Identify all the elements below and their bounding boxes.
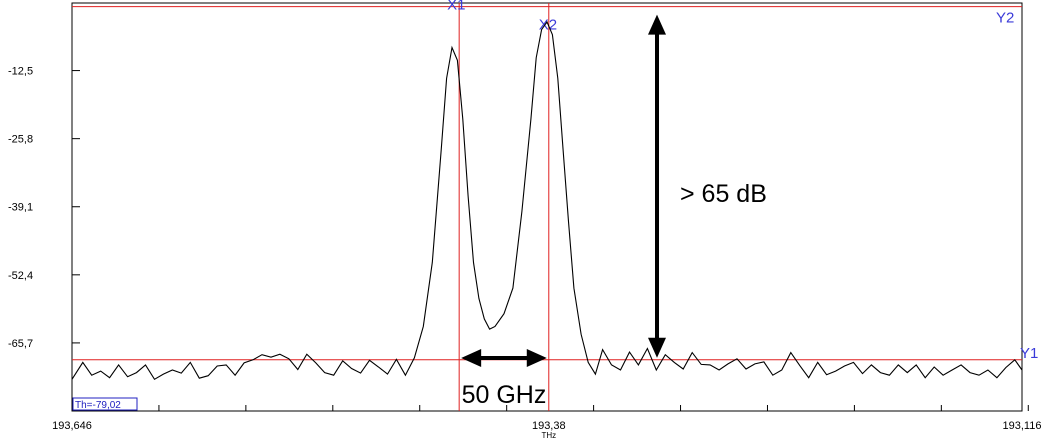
arrowhead-up-icon [648,14,666,35]
x-axis: 193,646 193,38 193,116 THz [52,405,1041,439]
marker-label-x1: X1 [447,0,465,14]
annotations: > 65 dB 50 GHz [461,14,767,409]
y-tick-label: -39,1 [8,202,33,214]
arrowhead-right-icon [526,349,547,367]
y-tick-label: -52,4 [8,270,33,282]
arrowhead-left-icon [461,349,482,367]
dynamic-range-label: > 65 dB [680,180,767,208]
threshold-box [72,397,138,411]
marker-label-y1: Y1 [1020,345,1038,362]
marker-label-y2: Y2 [996,10,1014,27]
x-tick-label: 193,646 [52,420,92,432]
threshold-label: Th=-79,02 [75,400,121,411]
arrowhead-down-icon [648,337,666,358]
x-tick-label: 193,38 [532,420,566,432]
y-tick-label: -65,7 [8,338,33,350]
y-tick-label: -25,8 [8,134,33,146]
x-unit-label: THz [541,431,556,439]
spacing-label: 50 GHz [462,381,547,409]
x-tick-label: 193,116 [1003,420,1042,432]
y-axis: -12,5 -25,8 -39,1 -52,4 -65,7 [8,66,80,350]
spectrum-trace [71,20,1023,381]
y-tick-label: -12,5 [8,66,33,78]
plot-frame [71,2,1023,412]
